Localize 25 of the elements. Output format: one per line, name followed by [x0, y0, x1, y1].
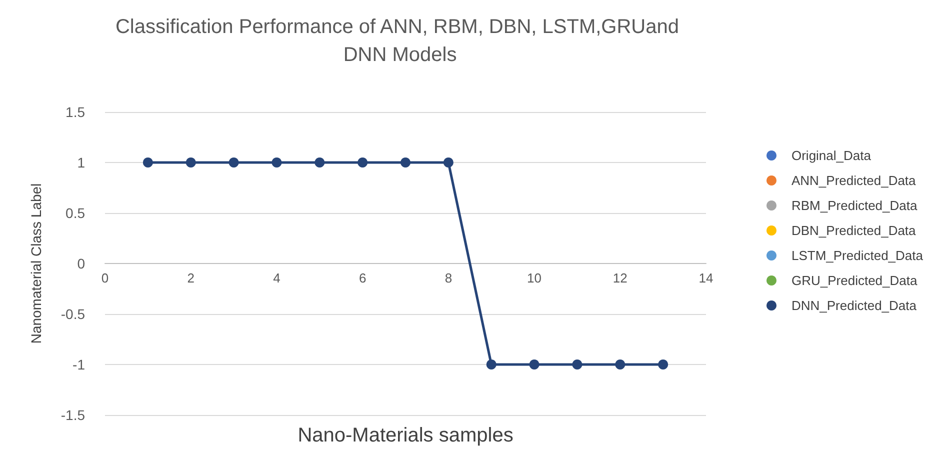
x-tick-label: 0 — [101, 270, 109, 286]
y-tick-label: -0.5 — [60, 306, 86, 322]
y-tick-label: -1 — [72, 356, 86, 372]
y-tick-label: 1.5 — [66, 104, 86, 120]
x-tick-label: 2 — [187, 270, 194, 286]
legend-label: Original_Data — [791, 148, 872, 163]
legend-label: GRU_Predicted_Data — [791, 273, 918, 288]
x-tick-label: 8 — [444, 270, 452, 286]
legend-label: DBN_Predicted_Data — [791, 223, 917, 238]
y-tick-label: 0 — [77, 256, 86, 272]
legend-label: DNN_Predicted_Data — [791, 298, 918, 313]
x-tick-label: 4 — [273, 270, 280, 286]
x-tick-label: 14 — [698, 270, 714, 286]
x-tick-label: 12 — [612, 270, 628, 286]
legend-label: LSTM_Predicted_Data — [791, 248, 924, 263]
legend-label: ANN_Predicted_Data — [791, 173, 917, 188]
chart-title: Classification Performance of ANN, RBM, DBN, LSTM,GRUand DNN Models — [115, 16, 685, 66]
y-tick-label: 1 — [77, 154, 86, 170]
y-axis-title: Nanomaterial Class Label — [28, 183, 44, 344]
x-tick-label: 10 — [527, 270, 542, 286]
y-tick-label: 0.5 — [66, 205, 86, 221]
x-axis-title: Nano-Materials samples — [298, 424, 514, 446]
y-tick-label: -1.5 — [60, 407, 86, 423]
legend-label: RBM_Predicted_Data — [791, 198, 918, 213]
x-tick-label: 6 — [358, 270, 366, 286]
